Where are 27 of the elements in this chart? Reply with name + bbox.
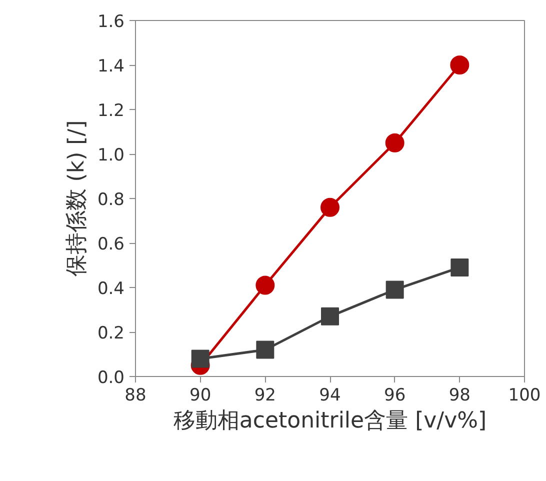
y-tick-label: 1.2 (97, 101, 125, 121)
y-tick-label: 1.6 (97, 12, 125, 32)
point (256, 276, 275, 295)
y-axis-title: 保持係数 (k) [/] (64, 120, 90, 277)
y-tick-label: 0.6 (97, 234, 125, 254)
x-axis-title: 移動相acetonitrile含量 [v/v%] (173, 408, 487, 434)
point (321, 307, 339, 326)
y-tick-label: 1.4 (97, 56, 125, 76)
point (320, 198, 340, 217)
point (450, 258, 469, 276)
point (450, 56, 470, 74)
y-tick-label: 0.0 (97, 368, 125, 388)
x-tick-label: 90 (190, 386, 212, 406)
y-tick-label: 1.0 (97, 146, 125, 166)
x-tick-label: 92 (254, 386, 276, 406)
point (385, 133, 404, 152)
y-tick-label: 0.4 (97, 279, 125, 299)
x-tick-label: 96 (384, 386, 406, 406)
y-tick-label: 0.8 (97, 190, 125, 210)
x-tick-label: 100 (508, 386, 541, 406)
y-tick-label: 0.2 (97, 324, 125, 344)
point (256, 340, 274, 359)
point (191, 350, 210, 368)
x-tick-label: 88 (124, 386, 146, 406)
x-tick-label: 98 (448, 386, 470, 406)
x-tick-label: 94 (319, 386, 341, 406)
point (386, 280, 404, 299)
